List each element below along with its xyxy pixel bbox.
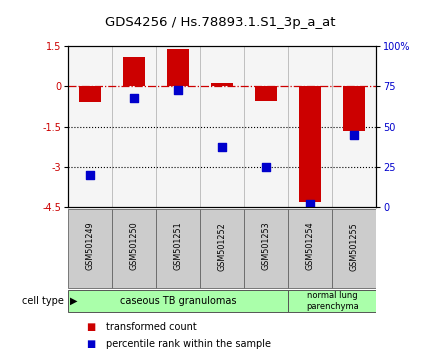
Point bbox=[175, 87, 182, 92]
Text: GSM501250: GSM501250 bbox=[130, 222, 139, 270]
Text: GSM501253: GSM501253 bbox=[262, 222, 271, 270]
Bar bbox=[123, 57, 145, 86]
Text: GDS4256 / Hs.78893.1.S1_3p_a_at: GDS4256 / Hs.78893.1.S1_3p_a_at bbox=[105, 16, 335, 29]
Text: GSM501251: GSM501251 bbox=[174, 222, 183, 270]
Text: GSM501252: GSM501252 bbox=[218, 222, 227, 270]
Point bbox=[87, 172, 94, 178]
Point bbox=[219, 145, 226, 150]
Text: ■: ■ bbox=[86, 322, 95, 332]
Text: GSM501255: GSM501255 bbox=[350, 222, 359, 270]
Point bbox=[263, 164, 270, 170]
Text: caseous TB granulomas: caseous TB granulomas bbox=[120, 296, 236, 306]
Bar bbox=[255, 86, 277, 101]
Text: GSM501254: GSM501254 bbox=[306, 222, 315, 270]
Bar bbox=[211, 83, 233, 86]
Text: percentile rank within the sample: percentile rank within the sample bbox=[106, 339, 271, 349]
Text: GSM501249: GSM501249 bbox=[86, 222, 95, 270]
Bar bbox=[289, 209, 332, 288]
Text: transformed count: transformed count bbox=[106, 322, 196, 332]
Bar bbox=[167, 49, 189, 86]
Bar bbox=[289, 290, 376, 312]
Text: normal lung
parenchyma: normal lung parenchyma bbox=[306, 291, 359, 310]
Bar bbox=[245, 209, 288, 288]
Point bbox=[307, 201, 314, 207]
Bar bbox=[157, 209, 200, 288]
Bar bbox=[79, 86, 101, 102]
Point bbox=[131, 95, 138, 101]
Bar bbox=[113, 209, 156, 288]
Bar bbox=[201, 209, 244, 288]
Bar bbox=[69, 209, 112, 288]
Point bbox=[351, 132, 358, 137]
Text: ▶: ▶ bbox=[70, 296, 78, 306]
Text: ■: ■ bbox=[86, 339, 95, 349]
Bar bbox=[343, 86, 365, 131]
Bar bbox=[333, 209, 376, 288]
Text: cell type: cell type bbox=[22, 296, 64, 306]
Bar bbox=[69, 290, 288, 312]
Bar bbox=[299, 86, 321, 202]
